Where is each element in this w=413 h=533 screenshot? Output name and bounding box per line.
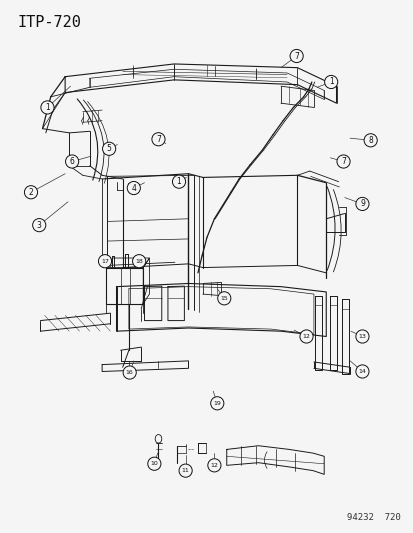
Text: 12: 12 [302, 334, 310, 339]
Ellipse shape [336, 155, 349, 168]
Ellipse shape [123, 366, 136, 379]
Ellipse shape [152, 133, 165, 146]
Ellipse shape [217, 292, 230, 305]
Ellipse shape [355, 330, 368, 343]
Text: 17: 17 [101, 259, 109, 264]
Ellipse shape [324, 75, 337, 88]
Text: 18: 18 [135, 259, 142, 264]
Ellipse shape [127, 181, 140, 195]
Ellipse shape [290, 50, 302, 62]
Ellipse shape [33, 219, 46, 232]
Text: 7: 7 [294, 52, 298, 61]
Ellipse shape [207, 459, 221, 472]
Text: 10: 10 [150, 461, 158, 466]
Ellipse shape [102, 142, 115, 156]
Ellipse shape [65, 155, 78, 168]
Text: 4: 4 [131, 183, 136, 192]
Ellipse shape [210, 397, 223, 410]
Ellipse shape [299, 330, 312, 343]
Text: 13: 13 [358, 334, 366, 339]
Ellipse shape [172, 175, 185, 188]
Text: 94232  720: 94232 720 [346, 513, 399, 522]
Ellipse shape [355, 197, 368, 211]
Text: 1: 1 [328, 77, 333, 86]
Text: 15: 15 [220, 296, 228, 301]
Ellipse shape [363, 134, 376, 147]
Ellipse shape [147, 457, 161, 470]
Ellipse shape [132, 255, 145, 268]
Text: 8: 8 [368, 136, 372, 145]
Ellipse shape [178, 464, 192, 477]
Text: 12: 12 [210, 463, 218, 468]
Text: 7: 7 [340, 157, 345, 166]
Text: 19: 19 [213, 401, 221, 406]
Text: 6: 6 [69, 157, 74, 166]
Ellipse shape [41, 101, 54, 114]
Text: 2: 2 [28, 188, 33, 197]
Text: 1: 1 [45, 103, 50, 112]
Text: 9: 9 [359, 199, 364, 208]
Ellipse shape [98, 255, 112, 268]
Text: 1: 1 [176, 177, 181, 186]
Ellipse shape [24, 185, 38, 199]
Text: 16: 16 [126, 370, 133, 375]
Text: 5: 5 [107, 144, 111, 154]
Text: 3: 3 [37, 221, 42, 230]
Ellipse shape [355, 365, 368, 378]
Text: 14: 14 [358, 369, 366, 374]
Text: ITP-720: ITP-720 [18, 14, 81, 30]
Text: 7: 7 [156, 135, 161, 144]
Text: 11: 11 [181, 468, 189, 473]
Circle shape [155, 434, 161, 443]
